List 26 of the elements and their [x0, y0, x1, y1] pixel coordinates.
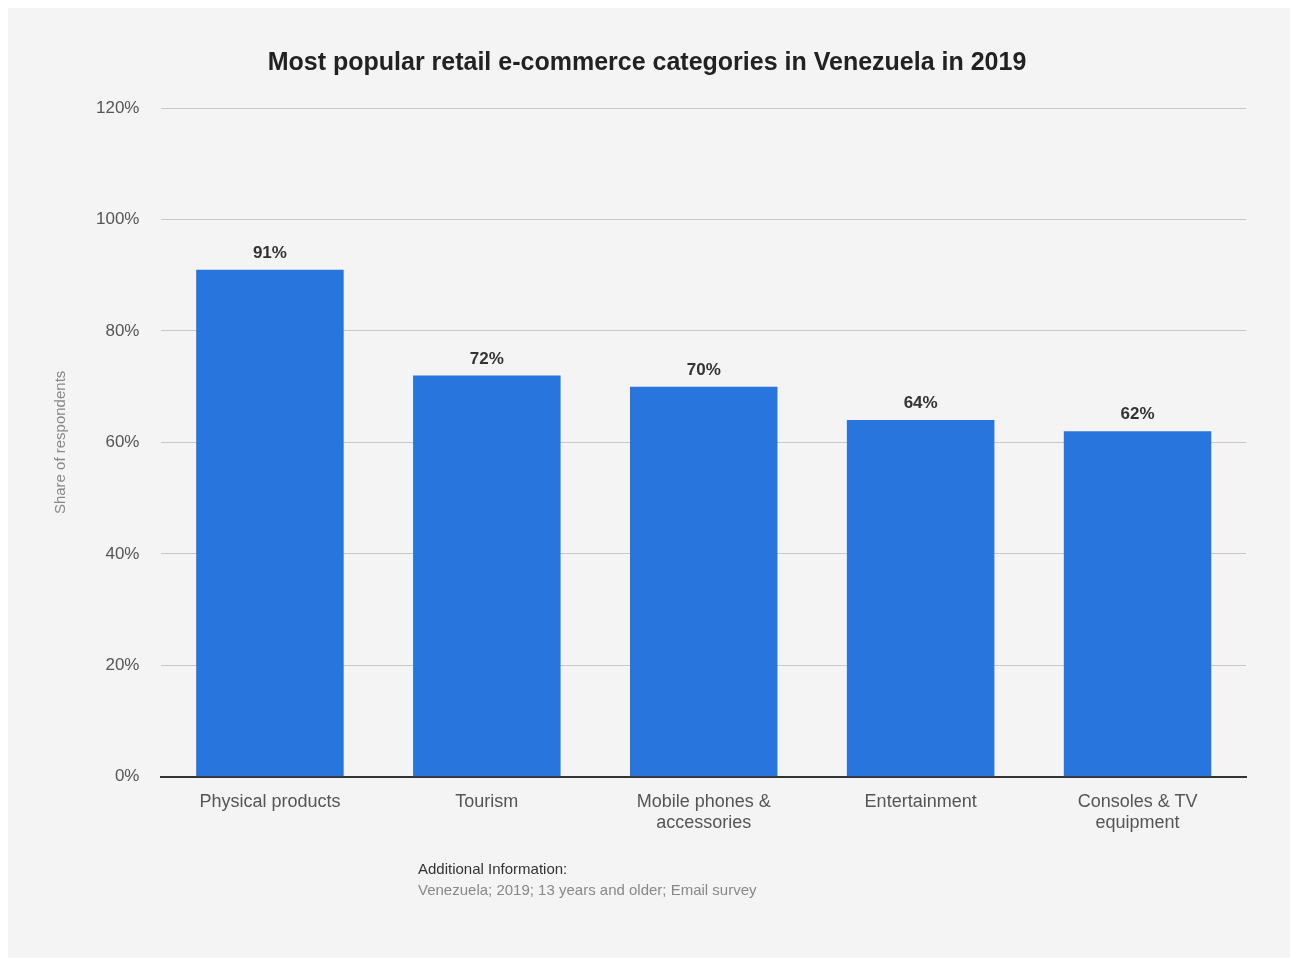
y-axis-title: Share of respondents: [51, 370, 69, 515]
bar: [846, 420, 995, 777]
chart-title: Most popular retail e-commerce categories in Venezuela in 2019: [267, 46, 1027, 75]
x-tick-label: Physical products: [199, 790, 341, 811]
y-tick-label: 60%: [105, 432, 140, 452]
text: Venezuela; 2019; 13 years and older; Email survey: [418, 880, 757, 900]
x-tick-label: Entertainment: [864, 790, 977, 811]
y-tick-label: 120%: [96, 97, 140, 117]
bar: [413, 375, 561, 777]
data-label: 62%: [1120, 404, 1155, 424]
data-label: 91%: [252, 242, 287, 262]
y-tick-label: 40%: [105, 543, 140, 563]
y-tick-label: 20%: [105, 655, 140, 675]
x-tick-label: Tourism: [455, 790, 519, 811]
text: Additional Information:: [418, 859, 569, 879]
bar: [196, 269, 344, 777]
data-label: 72%: [469, 348, 504, 368]
data-label: 64%: [903, 393, 938, 413]
data-label: 70%: [686, 359, 721, 379]
bar: [629, 386, 778, 777]
y-tick-label: 0%: [114, 766, 140, 786]
y-tick-label: 80%: [105, 320, 140, 340]
bar: [1063, 431, 1212, 777]
x-tick-label: Mobile phones & accessories: [636, 790, 771, 833]
x-tick-label: Consoles & TV equipment: [1077, 790, 1198, 833]
y-tick-label: 100%: [96, 209, 140, 229]
